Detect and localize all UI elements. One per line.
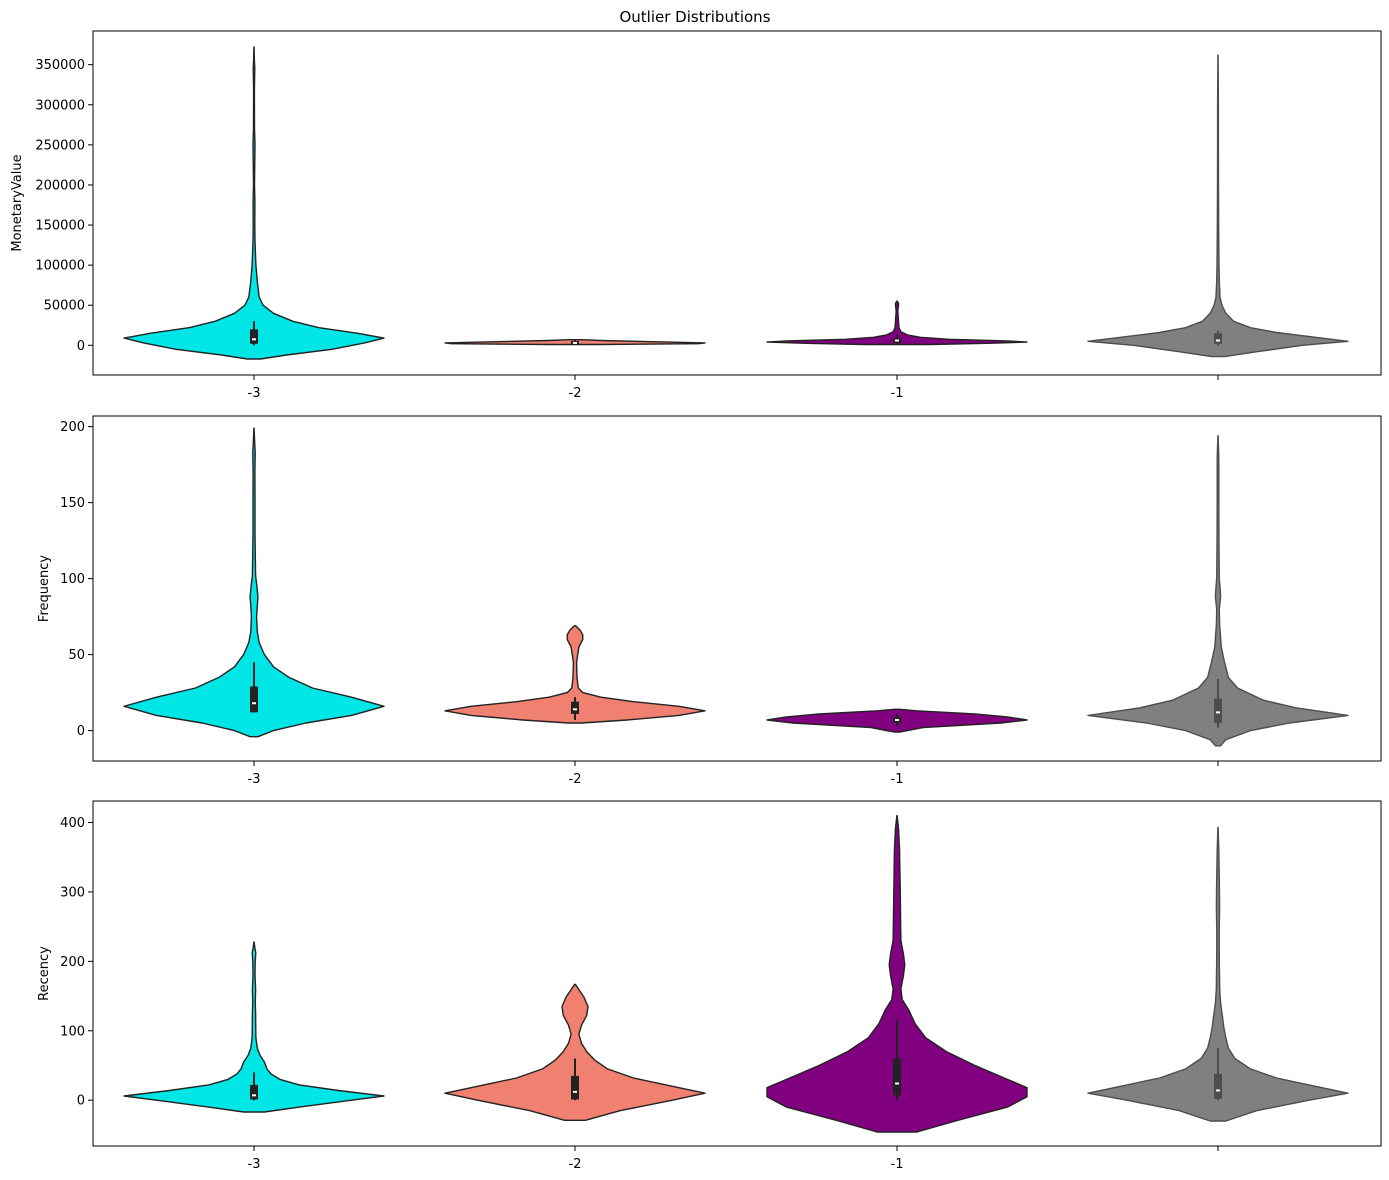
panels: 0 50000 100000 150000 200000 250000 300000 3500… <box>10 30 1382 1172</box>
y-tick-label: 0 <box>77 1094 85 1109</box>
violin-body <box>766 814 1028 1133</box>
y-tick-label: 100000 <box>35 259 85 274</box>
violin-iqr-box <box>571 701 579 714</box>
violin-iqr-box <box>1214 698 1222 724</box>
x-tick-label: -3 <box>248 772 261 787</box>
axes-frame <box>92 30 1382 376</box>
axes-frame <box>92 415 1382 762</box>
violin-median <box>573 341 577 344</box>
violin-body <box>444 983 706 1121</box>
y-tick-label: 250000 <box>35 138 85 153</box>
x-tick-label: -3 <box>248 386 261 401</box>
x-tick-label: -1 <box>891 772 904 787</box>
x-tick-label: -3 <box>248 1157 261 1172</box>
y-tick-label: 0 <box>77 724 85 739</box>
y-axis-label: Recency <box>37 946 52 1001</box>
chart-title: Outlier Distributions <box>619 8 770 26</box>
y-tick-label: 50 <box>68 648 85 663</box>
panel-frequency: 0 50 100 150 200 Frequency -3 -2 -1 <box>37 415 1382 787</box>
violin-median <box>252 338 256 341</box>
y-tick-label: 300 <box>60 885 85 900</box>
x-tick-label: -1 <box>891 1157 904 1172</box>
panel-monetaryvalue: 0 50000 100000 150000 200000 250000 300000 3500… <box>10 30 1382 401</box>
violin-median <box>895 339 899 342</box>
y-tick-label: 100 <box>60 1024 85 1039</box>
violin-body <box>123 427 385 738</box>
violin-body <box>123 941 385 1113</box>
violin-iqr-box <box>1214 333 1222 344</box>
violin-iqr-box <box>571 1075 579 1100</box>
violin-median <box>573 708 577 711</box>
violin-median <box>1216 711 1220 714</box>
y-tick-label: 200 <box>60 955 85 970</box>
violin-body <box>1087 54 1349 358</box>
y-axis-label: MonetaryValue <box>10 154 25 251</box>
y-tick-label: 150 <box>60 496 85 511</box>
y-axis-label: Frequency <box>37 555 52 622</box>
violin-median <box>1216 339 1220 342</box>
violin-body <box>1087 435 1349 747</box>
violin-median <box>252 1094 256 1097</box>
violin-body <box>766 300 1028 346</box>
violin-median <box>573 1090 577 1093</box>
violin-body <box>123 46 385 360</box>
x-tick-label: -2 <box>569 1157 582 1172</box>
violin-body <box>1087 826 1349 1122</box>
x-tick-label: -1 <box>891 386 904 401</box>
violin-iqr-box <box>1214 1073 1222 1099</box>
violin-iqr-box <box>893 1058 901 1096</box>
y-tick-label: 200 <box>60 420 85 435</box>
violin-median <box>1216 1089 1220 1092</box>
x-tick-label: -2 <box>569 772 582 787</box>
violin-median <box>895 718 899 721</box>
y-tick-label: 400 <box>60 816 85 831</box>
violin-iqr-box <box>250 1084 258 1100</box>
violin-median <box>895 1082 899 1085</box>
y-tick-label: 200000 <box>35 178 85 193</box>
y-tick-label: 300000 <box>35 98 85 113</box>
y-tick-label: 150000 <box>35 219 85 234</box>
y-tick-label: 0 <box>77 339 85 354</box>
y-tick-label: 350000 <box>35 58 85 73</box>
panel-recency: 0 100 200 300 400 Recency -3 -2 -1 <box>37 800 1382 1172</box>
y-tick-label: 100 <box>60 572 85 587</box>
violin-median <box>252 702 256 705</box>
y-tick-label: 50000 <box>44 299 85 314</box>
violin-iqr-box <box>250 686 258 713</box>
violin-iqr-box <box>250 329 258 344</box>
axes-frame <box>92 800 1382 1147</box>
violin-body <box>444 625 706 724</box>
x-tick-label: -2 <box>569 386 582 401</box>
